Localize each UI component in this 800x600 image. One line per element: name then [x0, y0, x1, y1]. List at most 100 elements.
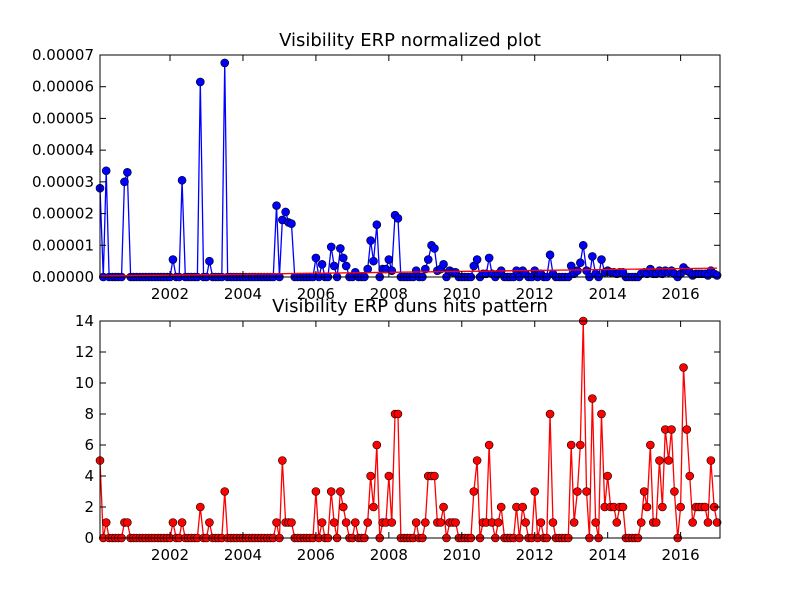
data-point: [472, 255, 482, 264]
data-point: [591, 518, 600, 527]
data-point: [421, 518, 430, 527]
data-point: [655, 456, 664, 465]
data-point: [287, 518, 296, 527]
data-point: [685, 471, 695, 481]
data-point: [317, 260, 327, 269]
axes-frame: [99, 320, 721, 539]
x-tick-label: 2006: [297, 546, 335, 564]
data-point: [588, 252, 597, 261]
data-point: [451, 518, 460, 527]
data-point: [177, 518, 187, 527]
data-point: [393, 214, 403, 223]
x-tick-label: 2012: [516, 546, 554, 564]
data-point: [496, 502, 506, 512]
data-point: [569, 518, 579, 527]
data-point: [545, 250, 555, 260]
data-point: [484, 440, 494, 450]
data-point: [317, 518, 327, 527]
subplot: Visibility ERP normalized plot 0.00000 0.0…: [32, 30, 722, 303]
data-point: [384, 255, 394, 264]
x-tick-label: 2004: [224, 546, 262, 564]
y-tick-label: 14: [75, 312, 94, 330]
data-point: [664, 456, 673, 465]
y-tick-label: 0.00001: [32, 236, 94, 254]
data-point: [205, 256, 214, 266]
data-point: [372, 220, 382, 229]
data-point: [679, 363, 688, 372]
data-point: [639, 487, 649, 496]
y-tick-label: 8: [84, 405, 94, 423]
data-point: [588, 394, 597, 403]
x-tick-label: 2016: [662, 546, 700, 564]
y-tick-label: 6: [84, 436, 94, 454]
data-point: [603, 471, 612, 481]
data-point: [341, 518, 351, 527]
data-point: [573, 266, 582, 275]
data-point: [597, 255, 606, 264]
data-point: [439, 502, 448, 512]
data-point: [336, 487, 345, 496]
data-point: [682, 425, 692, 434]
data-point: [573, 487, 582, 496]
data-point: [545, 409, 555, 419]
y-tick-label: 0.00004: [32, 141, 94, 159]
data-point: [658, 502, 667, 512]
data-point: [612, 518, 622, 527]
data-point: [120, 177, 129, 187]
data-point: [667, 425, 676, 434]
data-point: [177, 175, 187, 185]
data-point: [205, 518, 214, 527]
y-tick-label: 0.00000: [32, 268, 94, 286]
x-tick-label: 2004: [224, 285, 262, 303]
data-point: [423, 255, 433, 264]
data-point: [618, 502, 628, 512]
data-point: [311, 253, 321, 263]
data-point: [472, 456, 482, 465]
y-tick-label: 0.00002: [32, 205, 94, 223]
data-point: [220, 487, 230, 496]
data-point: [493, 518, 503, 527]
data-point: [411, 518, 421, 527]
data-point: [272, 201, 281, 210]
data-point: [636, 518, 646, 527]
data-point: [123, 168, 132, 177]
data-point: [439, 260, 448, 269]
chart-title: Visibility ERP normalized plot: [279, 30, 541, 51]
y-tick-label: 4: [84, 467, 94, 485]
x-tick-label: 2010: [443, 285, 481, 303]
x-tick-label: 2014: [589, 546, 627, 564]
data-point: [341, 261, 351, 271]
data-point: [372, 440, 382, 450]
data-point: [548, 518, 558, 527]
data-point: [676, 502, 685, 512]
y-tick-label: 0.00006: [32, 78, 94, 96]
data-point: [329, 261, 339, 271]
data-point: [287, 219, 296, 229]
data-point: [688, 518, 697, 527]
data-point: [700, 502, 710, 512]
data-point: [576, 440, 585, 450]
data-point: [168, 518, 178, 527]
data-point: [436, 518, 445, 527]
data-point: [393, 409, 403, 419]
y-tick-label: 12: [75, 343, 94, 361]
series-line: [99, 267, 718, 277]
data-point: [578, 240, 588, 250]
x-tick-label: 2016: [662, 285, 700, 303]
data-point: [336, 244, 345, 253]
data-point: [521, 518, 530, 527]
y-tick-label: 0: [84, 529, 94, 547]
data-point: [366, 236, 375, 245]
data-point: [338, 253, 348, 263]
data-point: [369, 256, 378, 266]
y-tick-label: 2: [84, 498, 94, 516]
x-tick-label: 2002: [151, 285, 189, 303]
data-point: [101, 518, 111, 527]
data-point: [430, 244, 439, 253]
data-point: [338, 502, 348, 512]
data-point: [272, 518, 281, 527]
data-point: [484, 253, 494, 263]
data-point: [311, 487, 321, 496]
data-point: [350, 518, 360, 527]
